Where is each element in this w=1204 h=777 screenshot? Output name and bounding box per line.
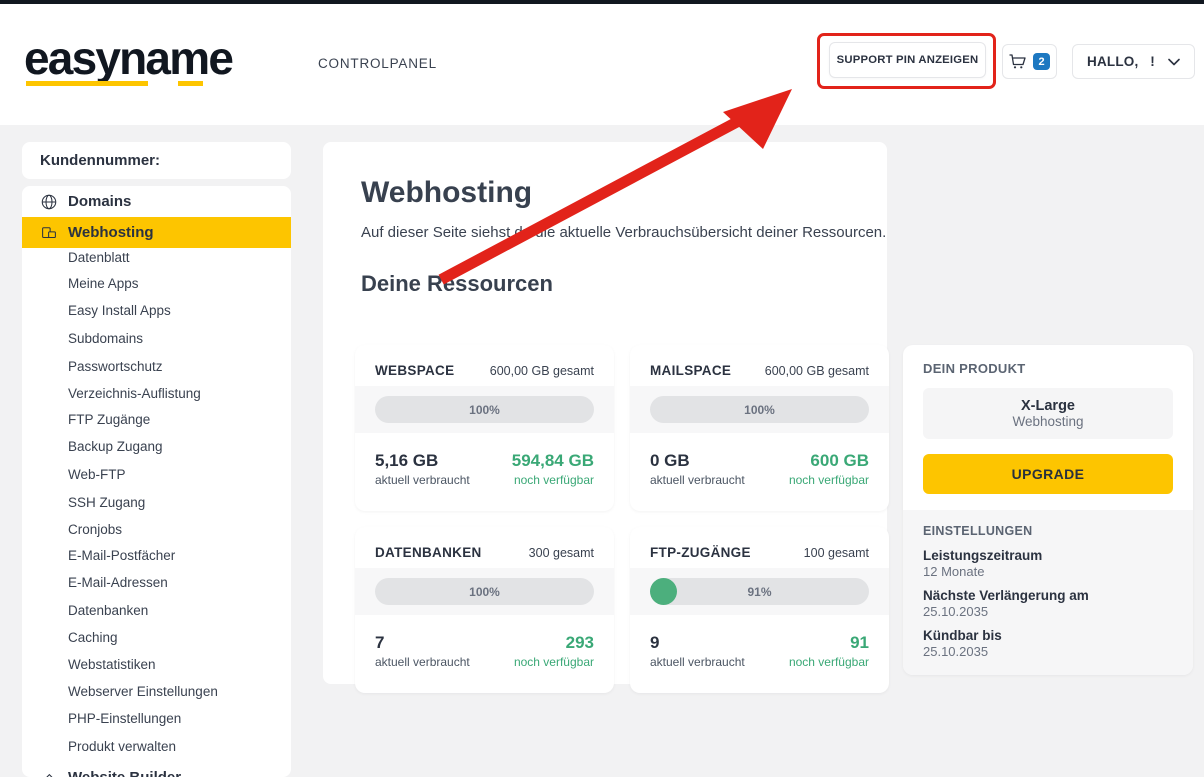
- svg-text:easyname: easyname: [24, 34, 233, 84]
